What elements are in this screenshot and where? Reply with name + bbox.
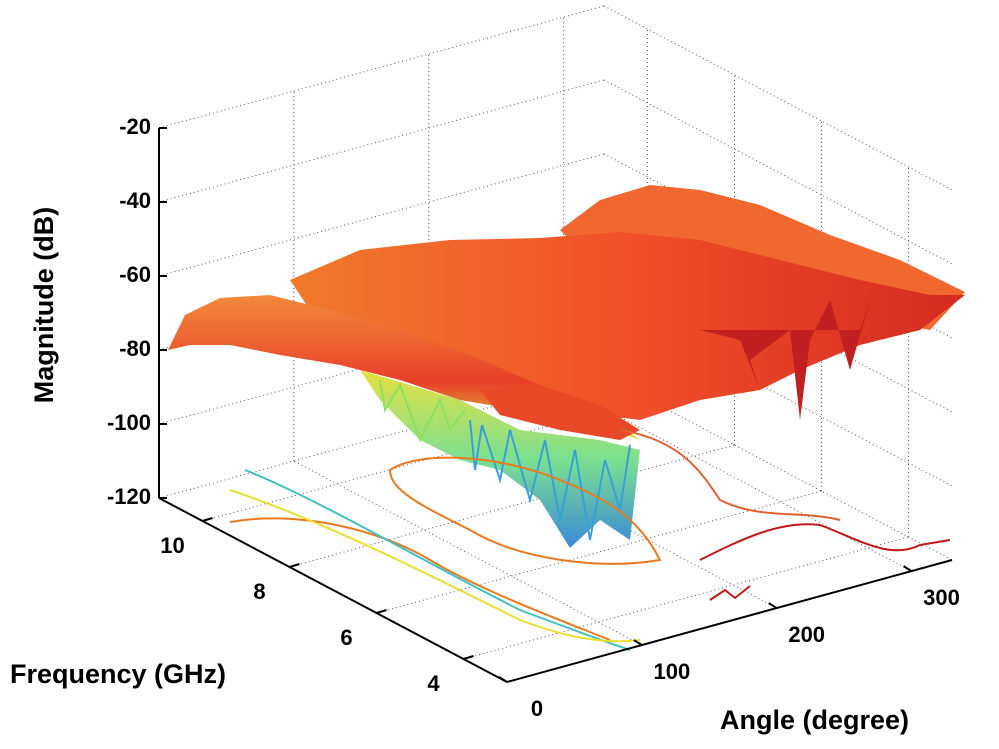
y-axis-label: Frequency (GHz)	[10, 659, 226, 689]
grid-line	[158, 5, 605, 129]
x-axis	[506, 559, 953, 683]
z-tick-label: -20	[119, 114, 151, 139]
grid-line	[603, 301, 953, 487]
y-tick	[463, 655, 474, 660]
contour	[229, 517, 611, 641]
grid-line	[463, 536, 909, 660]
x-tick-label: 300	[923, 585, 960, 610]
y-tick-label: 10	[160, 533, 184, 558]
grid-line	[603, 5, 953, 191]
y-tick-label: 6	[340, 625, 352, 650]
surface	[168, 185, 965, 548]
x-tick-label: 200	[788, 622, 825, 647]
grid-line	[603, 375, 953, 561]
contour	[619, 429, 841, 521]
grid-line	[563, 386, 912, 572]
x-tick	[498, 676, 508, 683]
x-tick-label: 0	[531, 696, 543, 721]
grid-line	[158, 79, 605, 203]
z-tick-label: -80	[119, 336, 151, 361]
contour	[709, 585, 751, 601]
surface-spikes	[469, 419, 631, 541]
z-tick-label: -100	[107, 410, 151, 435]
grid-line	[376, 490, 822, 614]
contour	[244, 469, 631, 651]
y-tick-label: 4	[427, 671, 440, 696]
y-tick	[376, 609, 387, 614]
y-axis	[158, 497, 508, 683]
x-tick	[633, 639, 643, 646]
grid-line	[158, 153, 605, 277]
contour	[229, 489, 641, 643]
surface-dips	[700, 300, 870, 420]
surface-spikes	[379, 379, 466, 443]
z-tick-label: -60	[119, 262, 151, 287]
contour	[388, 456, 662, 565]
surface-underside	[360, 370, 640, 548]
z-axis-label: Magnitude (dB)	[29, 207, 59, 403]
z-tick-label: -120	[107, 484, 151, 509]
x-tick-label: 100	[653, 659, 690, 684]
grid-line	[293, 460, 643, 646]
grid-line	[603, 79, 953, 265]
y-tick-label: 8	[253, 579, 265, 604]
surface-fold	[480, 385, 640, 440]
y-tick	[289, 563, 300, 568]
floor-contours	[229, 429, 951, 651]
x-tick	[768, 602, 778, 609]
x-axis-label: Angle (degree)	[720, 705, 909, 735]
contour	[699, 523, 951, 561]
y-tick	[202, 517, 213, 522]
grid-line	[289, 444, 735, 568]
z-tick-label: -40	[119, 188, 151, 213]
x-tick	[903, 565, 913, 572]
